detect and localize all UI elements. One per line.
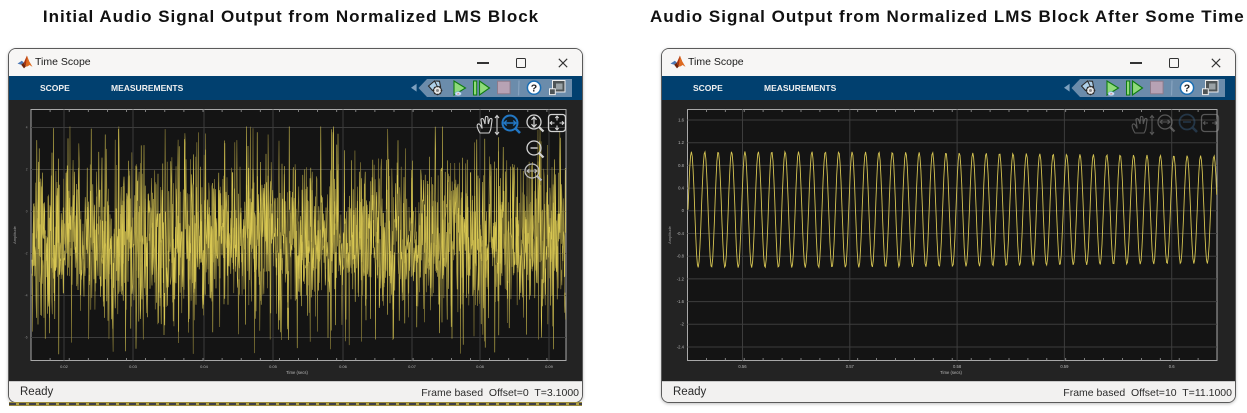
svg-text:0.03: 0.03 xyxy=(129,364,138,369)
svg-text:Amplitude: Amplitude xyxy=(12,225,17,244)
svg-text:-2: -2 xyxy=(680,322,684,327)
svg-text:?: ? xyxy=(1184,82,1190,94)
svg-text:4: 4 xyxy=(26,126,28,130)
svg-text:0.58: 0.58 xyxy=(953,364,962,369)
svg-text:?: ? xyxy=(531,82,537,94)
svg-text:0: 0 xyxy=(682,208,685,213)
svg-text:0.08: 0.08 xyxy=(476,364,485,369)
svg-text:-2: -2 xyxy=(25,252,28,256)
svg-text:-6: -6 xyxy=(25,336,28,340)
svg-text:Time (secs): Time (secs) xyxy=(286,370,308,375)
svg-text:1.6: 1.6 xyxy=(678,117,684,122)
svg-text:0.07: 0.07 xyxy=(408,364,417,369)
svg-text:0.6: 0.6 xyxy=(1169,364,1175,369)
svg-text:0.57: 0.57 xyxy=(846,364,855,369)
svg-text:-0.4: -0.4 xyxy=(677,231,685,236)
svg-text:1.2: 1.2 xyxy=(678,140,684,145)
svg-text:0.09: 0.09 xyxy=(545,364,554,369)
svg-text:2: 2 xyxy=(26,168,28,172)
svg-text:0.04: 0.04 xyxy=(200,364,209,369)
svg-text:Time (secs): Time (secs) xyxy=(940,370,962,375)
svg-text:0.4: 0.4 xyxy=(678,186,684,191)
svg-text:-4: -4 xyxy=(25,294,28,298)
svg-text:-1.2: -1.2 xyxy=(677,276,685,281)
svg-text:Amplitude: Amplitude xyxy=(667,225,672,244)
svg-text:0.8: 0.8 xyxy=(678,163,684,168)
svg-text:0.02: 0.02 xyxy=(60,364,69,369)
svg-text:0: 0 xyxy=(26,210,28,214)
svg-text:0.05: 0.05 xyxy=(269,364,278,369)
svg-text:-2.4: -2.4 xyxy=(677,344,685,349)
svg-text:0.06: 0.06 xyxy=(339,364,348,369)
svg-text:-0.8: -0.8 xyxy=(677,254,685,259)
svg-text:-1.6: -1.6 xyxy=(677,299,685,304)
svg-text:0.56: 0.56 xyxy=(738,364,747,369)
svg-text:0.59: 0.59 xyxy=(1060,364,1069,369)
